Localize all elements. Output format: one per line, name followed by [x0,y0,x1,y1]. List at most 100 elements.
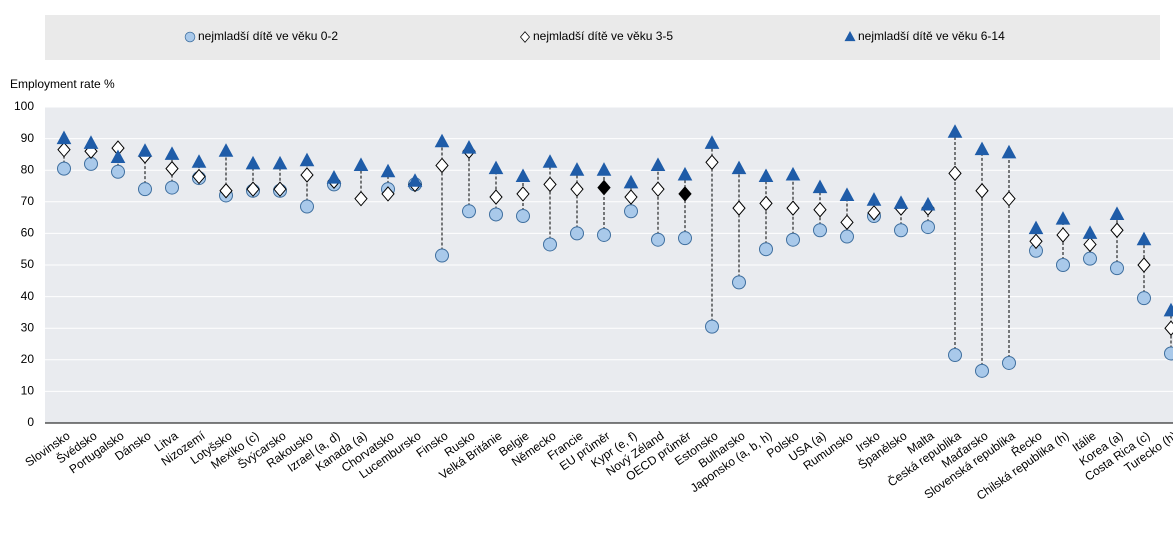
marker [488,160,504,175]
marker [489,207,503,222]
legend-marker [844,30,856,42]
marker [677,166,693,181]
marker [570,181,584,197]
x-tick-label: Finsko [414,428,451,460]
marker [84,156,98,171]
legend-label: nejmladší dítě ve věku 6-14 [858,29,1005,43]
marker [1109,206,1125,220]
marker [218,143,234,157]
marker [381,186,395,202]
marker [1110,261,1124,276]
marker [758,168,774,183]
marker [57,141,71,158]
marker [948,165,962,182]
marker [705,319,719,334]
legend-marker [520,31,530,43]
marker [165,180,179,195]
marker [624,189,638,205]
marker [272,155,288,170]
y-tick-label: 70 [21,194,35,208]
marker [300,167,314,183]
marker [434,133,450,148]
marker [111,164,125,179]
y-tick-label: 100 [14,99,34,113]
y-axis-label: Employment rate % [10,77,115,91]
marker [542,154,558,168]
y-tick-label: 30 [21,320,35,334]
marker [380,163,396,178]
marker [759,242,773,257]
marker [489,189,503,205]
marker [1056,258,1070,272]
legend-marker [184,31,196,43]
marker [866,192,882,206]
marker [1002,355,1016,370]
y-tick-label: 90 [21,131,35,145]
marker [921,220,935,235]
marker [407,173,423,187]
marker [462,204,476,219]
marker [839,187,855,201]
marker [624,204,638,219]
marker [1029,233,1043,250]
y-tick-label: 10 [21,384,35,398]
marker [1083,251,1097,266]
marker [219,182,233,199]
marker [731,160,747,175]
marker [597,179,611,196]
marker [920,196,936,211]
marker [894,223,908,238]
marker [299,152,315,167]
marker [650,157,666,171]
marker [1137,257,1151,273]
marker [975,182,989,199]
marker [759,195,773,212]
marker [57,161,71,176]
marker [569,162,585,176]
marker [1082,225,1098,239]
marker [1137,291,1151,306]
marker [1028,220,1044,235]
marker [651,232,665,247]
marker [1083,236,1097,253]
marker [840,214,854,231]
y-tick-label: 50 [21,257,35,271]
marker [245,155,261,170]
marker [461,140,477,154]
marker [137,143,153,157]
marker [300,199,314,214]
marker [1164,346,1173,361]
y-tick-label: 60 [21,226,35,240]
marker [813,201,827,218]
marker [192,168,206,185]
marker [543,237,557,252]
marker [516,209,530,224]
marker [786,232,800,247]
marker [948,348,962,363]
marker [678,186,692,202]
marker [705,154,719,171]
marker [651,181,665,197]
marker [515,168,531,183]
marker [354,190,368,207]
marker [785,166,801,181]
marker [893,195,909,209]
marker [596,162,612,176]
marker [543,176,557,193]
marker [732,200,746,216]
marker [704,135,720,149]
marker [353,157,369,171]
marker [867,205,881,221]
marker [974,141,990,156]
marker [435,248,449,263]
marker [165,160,179,177]
marker [812,179,828,194]
marker [435,157,449,174]
marker [1001,144,1017,159]
marker [623,174,639,189]
marker [1164,320,1173,336]
marker [110,149,126,164]
y-tick-label: 40 [21,289,35,303]
y-tick-label: 0 [27,415,34,429]
marker [678,231,692,246]
